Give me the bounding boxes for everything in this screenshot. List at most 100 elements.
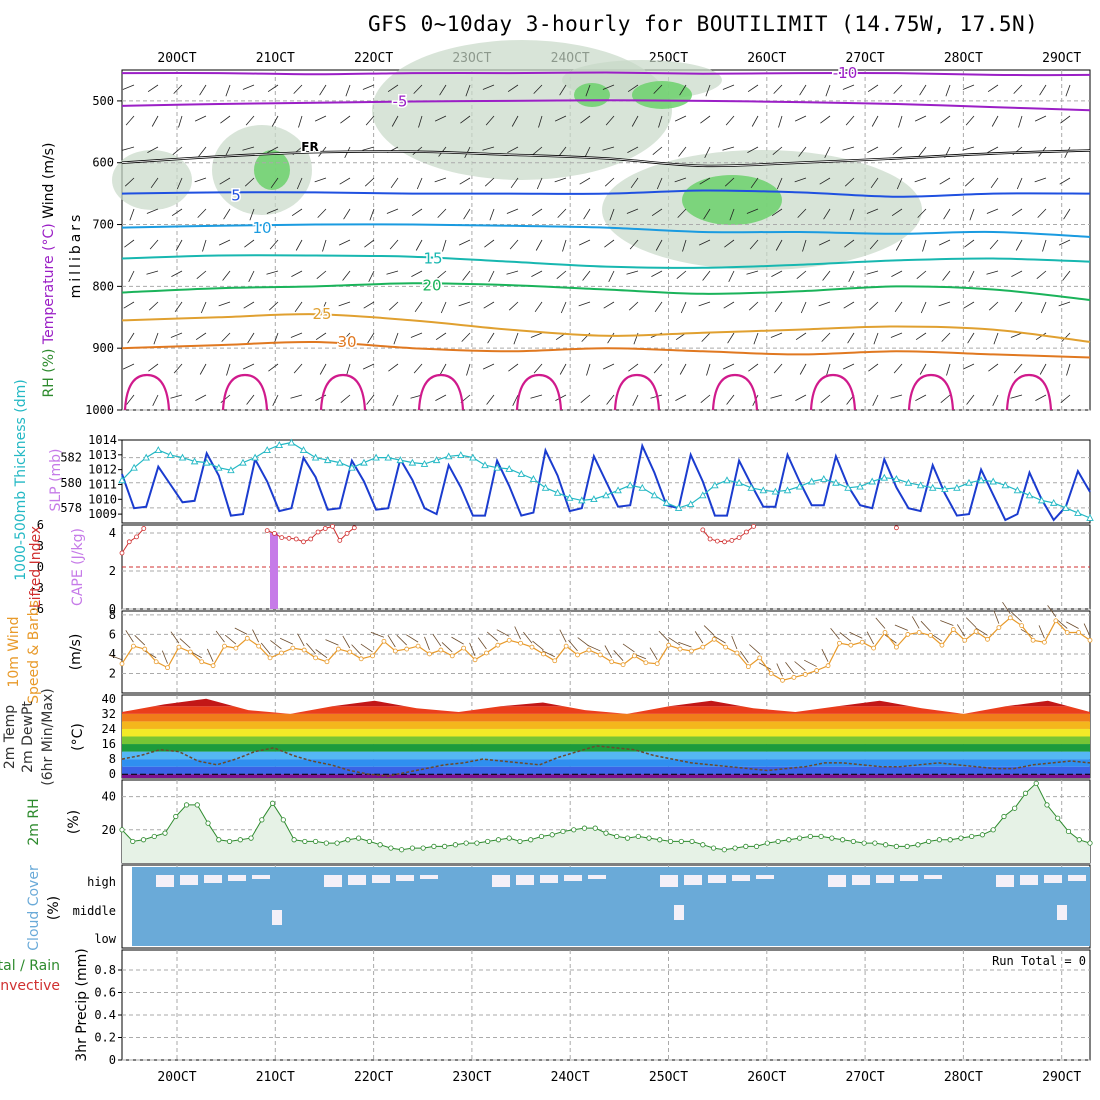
wind-barb <box>725 115 735 126</box>
temp-contour-label: -10 <box>833 64 858 82</box>
thickness-point <box>275 441 284 448</box>
thickness-point <box>299 446 308 454</box>
wind-barb <box>386 208 399 214</box>
wind-barb-10m <box>911 616 920 629</box>
wind-barb <box>1039 363 1047 375</box>
wind-barb <box>654 301 663 313</box>
upper-ylabel: RH (%) Temperature (°C) Wind (m/s) <box>41 143 57 398</box>
wind-barb <box>773 84 783 94</box>
wind-barb <box>315 332 327 341</box>
thickness-point <box>795 482 804 490</box>
lifted-index-point <box>134 534 139 540</box>
wind-barb <box>340 394 351 404</box>
wind-barb <box>750 177 759 189</box>
wind-barb <box>704 146 711 158</box>
wind-ylabel-1: 10m Wind <box>6 616 22 687</box>
wind-barb <box>771 208 783 217</box>
thickness-point <box>493 463 501 471</box>
wind-barb <box>724 177 735 187</box>
cloud-level-label: high <box>87 875 116 889</box>
rh-tick-label: 40 <box>102 790 116 804</box>
wind-barb-10m <box>678 641 692 648</box>
thickness-point <box>178 453 187 461</box>
wind-barb <box>799 363 807 375</box>
cloud-gap-high <box>708 875 726 883</box>
temp-band <box>122 766 1090 775</box>
wind-speed-point <box>347 649 353 655</box>
wind-barb <box>559 84 567 96</box>
lifted-index-point <box>119 550 125 556</box>
wind-speed-point <box>313 655 319 661</box>
wind-barb <box>873 332 879 345</box>
wind-barb <box>1010 332 1023 338</box>
thickness-point <box>251 453 259 461</box>
wind-barb <box>225 84 231 97</box>
temp-ylabel-3: (6hr Min/Max) <box>40 688 56 785</box>
wind-barb <box>439 363 447 375</box>
cloud-gap-high <box>564 875 582 881</box>
thickness-point <box>1049 498 1058 506</box>
wind-barb <box>413 363 423 374</box>
cloud-gap-high <box>756 875 774 879</box>
wind-barb <box>506 208 519 214</box>
wind-speed-point <box>689 648 694 654</box>
wind-barb <box>484 239 495 248</box>
rh-point <box>420 845 426 851</box>
wind-barb-10m <box>703 625 715 636</box>
wind-barb <box>800 301 807 314</box>
wind-barb <box>194 177 207 183</box>
wind-barb <box>988 363 999 372</box>
wind-barb <box>653 363 663 374</box>
wind-barb <box>364 239 375 248</box>
wind-barb-10m <box>668 637 681 646</box>
wind-speed-point <box>210 663 216 669</box>
wind-barb <box>603 301 615 309</box>
wind-speed-point <box>392 648 398 654</box>
wind-speed-point <box>894 644 899 650</box>
wind-barb <box>849 208 855 221</box>
wind-barb <box>580 115 591 124</box>
temp-contour-surface <box>221 373 269 411</box>
thickness-point <box>626 481 634 489</box>
wind-barb <box>249 208 255 221</box>
wind-barb <box>775 239 783 251</box>
wind-barb <box>604 177 615 187</box>
rh-point <box>399 847 405 853</box>
wind-barb <box>122 146 135 151</box>
wind-barb <box>319 84 327 96</box>
temp-contour-15 <box>121 254 1091 269</box>
wind-speed-point <box>677 646 683 652</box>
cape-ylabel: CAPE (J/kg) <box>70 528 86 606</box>
wind-barb <box>362 363 375 370</box>
wind-barb <box>489 208 495 221</box>
rh-point <box>721 847 727 853</box>
wind-barb <box>535 239 543 251</box>
temp-contour-label: 30 <box>337 333 356 351</box>
wind-barb-10m <box>1002 601 1011 615</box>
wind-speed-point <box>370 653 375 659</box>
wind-barb <box>340 115 351 124</box>
wind-barb <box>823 208 831 220</box>
rh-point <box>463 840 469 846</box>
wind-barb <box>606 394 615 405</box>
wind-barb-10m <box>260 642 271 655</box>
wind-barb-10m <box>776 663 783 677</box>
wind-tick-label: 6 <box>109 627 116 641</box>
thickness-point <box>529 475 538 482</box>
wind-barb <box>1059 177 1071 185</box>
temp-contour--10 <box>121 71 1091 77</box>
cloud-gap-high <box>156 875 174 887</box>
thickness-point <box>759 486 768 494</box>
wind-barb <box>583 208 591 220</box>
wind-barb <box>153 332 159 345</box>
lifted-index-ylabel: Lifted Index <box>28 526 44 608</box>
wind-barb <box>194 115 207 122</box>
cloud-gap-high <box>900 875 918 881</box>
lifted-index-point <box>714 538 720 544</box>
wind-barb <box>867 84 879 93</box>
wind-barb <box>272 394 279 406</box>
precip-ylabel: 3hr Precip (mm) <box>74 948 90 1061</box>
wind-barb <box>699 177 711 185</box>
temp-contour-surface <box>809 373 857 411</box>
